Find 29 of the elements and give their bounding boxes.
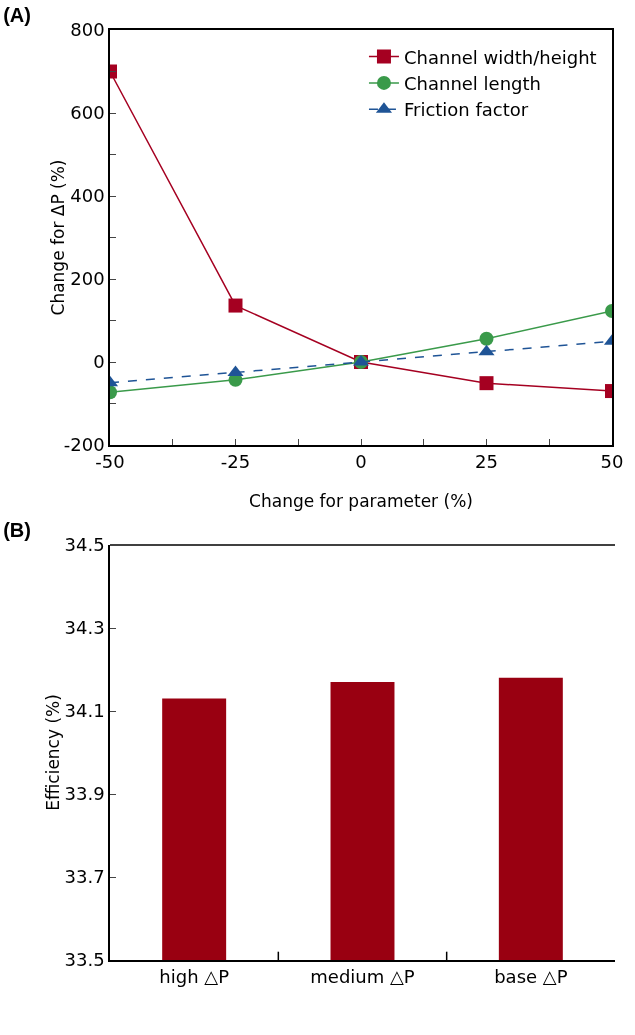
chart-title: (A): [3, 3, 31, 26]
point: [228, 298, 243, 313]
y-tick-label: 33.9: [64, 783, 105, 805]
y-tick-label: 800: [70, 19, 105, 41]
x-tick-label: medium △P: [310, 966, 415, 988]
x-tick-label: 25: [475, 451, 498, 473]
y-tick-label: 34.5: [64, 534, 105, 556]
x-tick-label: 0: [355, 451, 367, 473]
legend-label: Channel width/height: [403, 46, 597, 68]
x-tick-label: base △P: [494, 966, 568, 988]
legend-label: Channel length: [403, 72, 541, 94]
point: [479, 376, 494, 391]
y-tick-label: 200: [70, 268, 105, 290]
x-tick-label: -25: [220, 451, 251, 473]
y-tick-label: 0: [93, 351, 105, 373]
legend-label: Friction factor: [403, 99, 529, 121]
y-axis-title: Change for ΔP (%): [48, 159, 69, 316]
y-tick-label: 33.5: [64, 949, 105, 971]
y-tick-label: 33.7: [64, 866, 105, 888]
chart-title: (B): [3, 518, 31, 541]
x-tick-label: 50: [600, 451, 624, 473]
y-tick-label: 34.3: [64, 617, 105, 639]
point: [478, 344, 495, 356]
y-tick-label: 34.1: [64, 700, 105, 722]
x-tick-label: high △P: [159, 966, 230, 988]
y-tick-label: 400: [70, 185, 105, 207]
x-axis-title: Change for parameter (%): [249, 490, 473, 511]
y-axis-title: Efficiency (%): [42, 694, 63, 811]
y-tick-label: 600: [70, 102, 105, 124]
